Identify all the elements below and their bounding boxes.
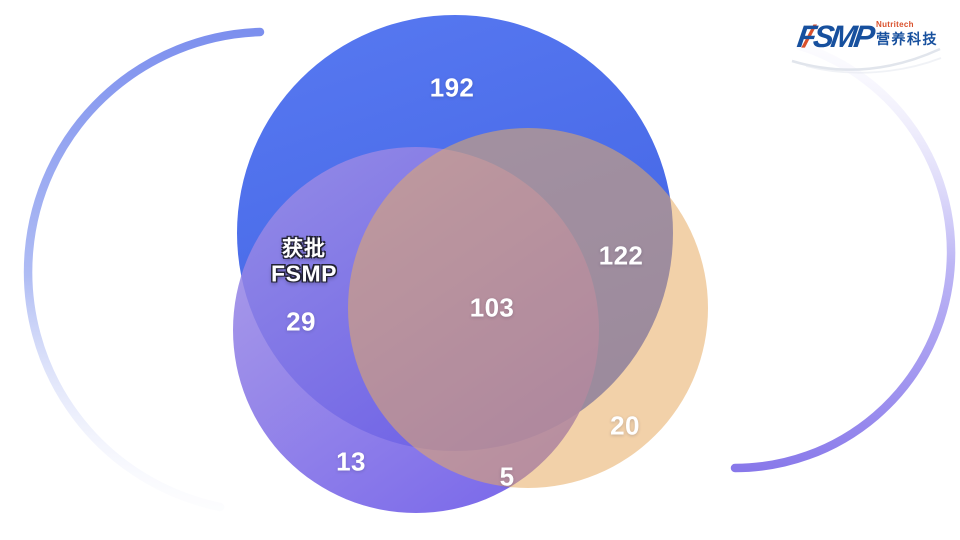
venn-value-left-and-right: 5	[499, 461, 515, 492]
venn-value-top-and-right: 122	[598, 240, 644, 271]
venn-set-label-purple: 获批 FSMP	[271, 238, 337, 286]
right-arc-decoration	[730, 41, 956, 473]
venn-value-top-and-left: 29	[286, 306, 316, 337]
logo-wordmark: /FSMP	[795, 19, 874, 54]
venn-set-label-line1: 获批	[281, 237, 326, 261]
venn-value-right-only: 20	[610, 410, 640, 441]
logo-subtitle-cn: 营养科技	[876, 31, 938, 47]
left-arc-decoration	[23, 27, 265, 512]
logo-swoosh-decoration	[791, 47, 941, 71]
venn-value-center-all: 103	[469, 292, 515, 323]
brand-logo: /FSMP Nutritech 营养科技	[795, 19, 938, 54]
logo-brand-text: FSMP	[795, 18, 875, 54]
venn-circle-right-orange	[348, 128, 708, 488]
venn-value-top-only: 192	[429, 72, 475, 103]
logo-swoosh-decoration-2	[805, 57, 942, 74]
venn-set-label-line2: FSMP	[271, 259, 337, 286]
logo-subtitles: Nutritech 营养科技	[876, 20, 938, 51]
logo-subtitle-en: Nutritech	[876, 20, 914, 29]
venn-value-left-only: 13	[336, 446, 366, 477]
